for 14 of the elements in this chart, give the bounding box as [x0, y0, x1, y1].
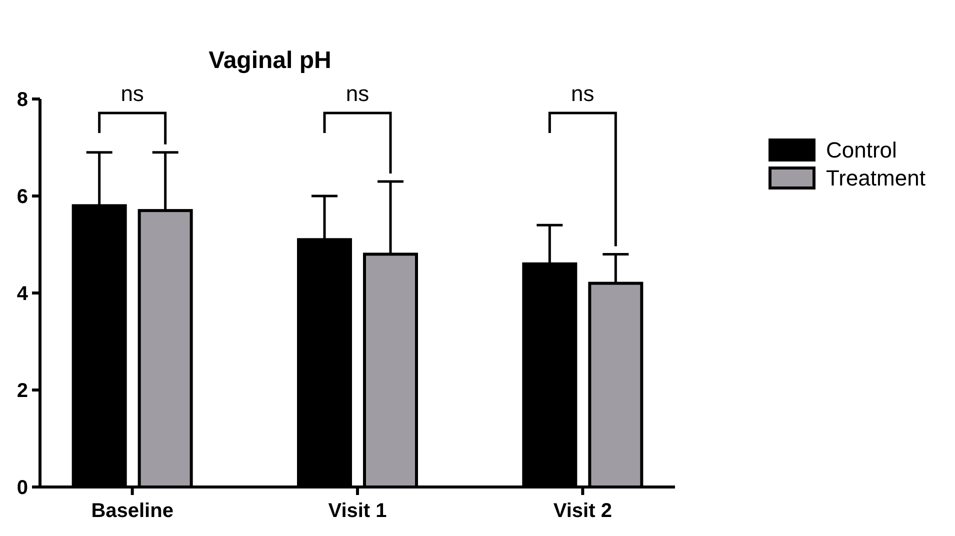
- annotation: ns: [120, 81, 144, 106]
- y-tick-label: 0: [16, 477, 28, 499]
- y-tick-label: 2: [16, 380, 28, 402]
- legend-label: Control: [826, 138, 897, 163]
- annotation: ns: [346, 81, 370, 106]
- chart-title: Vaginal pH: [208, 47, 332, 74]
- legend-label: Treatment: [826, 166, 926, 191]
- x-tick-label: Baseline: [91, 500, 174, 522]
- y-tick-label: 8: [16, 89, 28, 111]
- y-tick-label: 6: [16, 186, 28, 208]
- x-tick-label: Visit 2: [553, 500, 612, 522]
- y-tick-label: 4: [16, 283, 29, 305]
- x-tick-label: Visit 1: [328, 500, 387, 522]
- annotation: ns: [571, 81, 594, 106]
